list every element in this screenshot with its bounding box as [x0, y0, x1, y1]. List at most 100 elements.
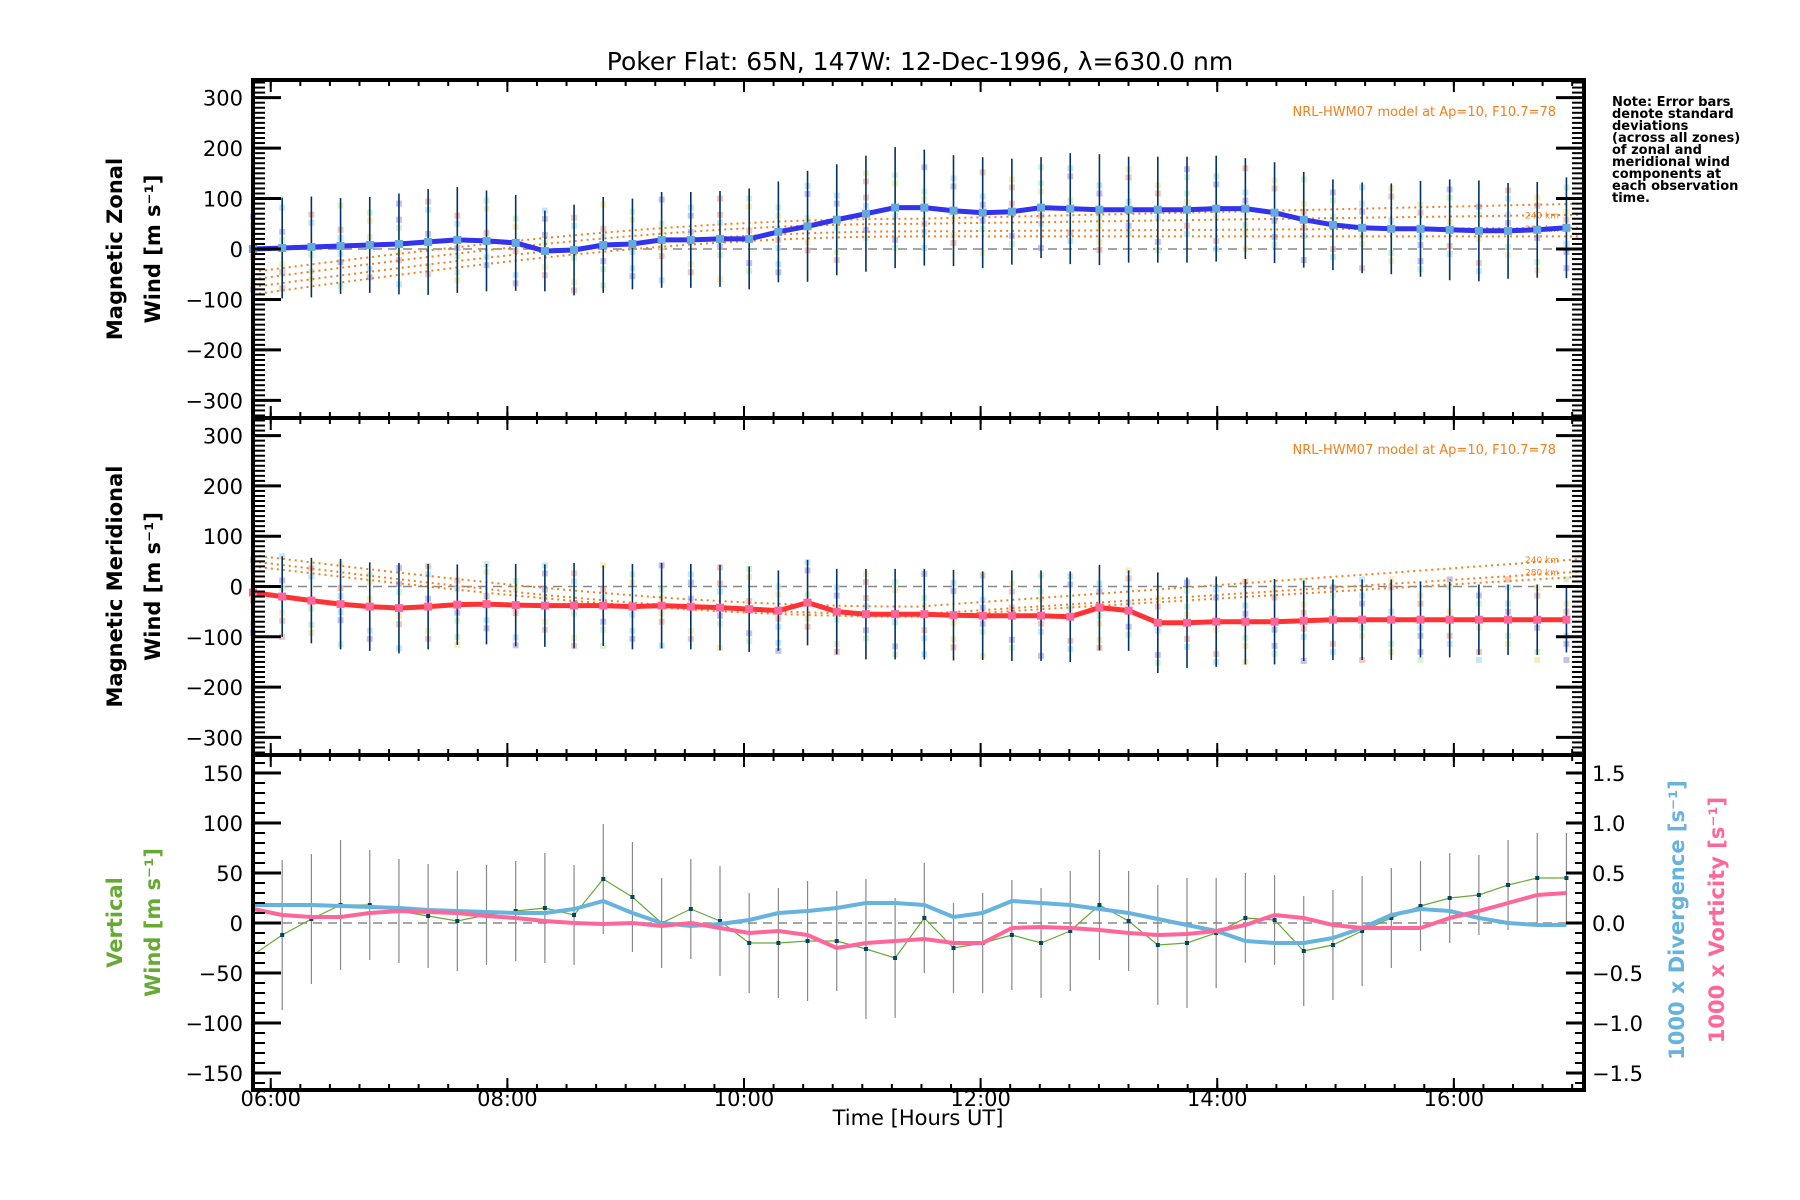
note-line: Note: Error bars	[1612, 95, 1731, 110]
vertical-data-point	[863, 947, 868, 951]
zonal-data-point	[1182, 205, 1191, 214]
zonal-data-point	[1153, 205, 1162, 214]
zonal-data-point	[570, 246, 579, 255]
y2-tick-label: 1.5	[1592, 762, 1625, 786]
y-tick-label: 300	[203, 425, 243, 449]
zonal-data-point	[1445, 225, 1454, 234]
vertical-data-point	[1564, 876, 1569, 880]
x-tick-label: 14:00	[1187, 1087, 1248, 1111]
vertical-data-point	[1097, 903, 1102, 907]
meridional-data-point	[1416, 615, 1425, 624]
model-altitude-label: 280 km	[1525, 568, 1559, 578]
meridional-data-point	[920, 610, 929, 619]
meridional-data-point	[570, 601, 579, 610]
zone-marker	[1563, 656, 1570, 663]
zonal-data-point	[657, 235, 666, 244]
zonal-data-point	[1124, 205, 1133, 214]
zone-marker	[1505, 576, 1512, 583]
vertical-wind-line	[252, 877, 1567, 959]
y-tick-label: 100	[203, 525, 243, 549]
chart-title: Poker Flat: 65N, 147W: 12-Dec-1996, λ=63…	[607, 47, 1233, 76]
vertical-data-point	[1476, 893, 1481, 897]
meridional-data-point	[803, 598, 812, 607]
y-tick-label: 50	[216, 862, 243, 886]
y-axis-label-line1: Magnetic Zonal	[103, 158, 127, 340]
meridional-data-point	[1095, 603, 1104, 612]
meridional-data-point	[745, 605, 754, 614]
vorticity-line	[252, 891, 1567, 950]
vertical-data-point	[1272, 918, 1277, 922]
vertical-data-point	[805, 939, 810, 943]
meridional-data-point	[1328, 615, 1337, 624]
meridional-data-point	[1182, 618, 1191, 627]
meridional-data-point	[482, 600, 491, 609]
y-tick-label: 150	[203, 762, 243, 786]
meridional-data-point	[1153, 618, 1162, 627]
y-tick-label: −300	[185, 389, 243, 413]
divergence-axis-label: 1000 x Divergence [s⁻¹]	[1665, 780, 1689, 1060]
vertical-data-point	[1535, 876, 1540, 880]
meridional-data-point	[891, 610, 900, 619]
zone-marker	[1475, 656, 1482, 663]
zonal-data-point	[978, 208, 987, 217]
model-label: NRL-HWM07 model at Ap=10, F10.7=78	[1293, 443, 1557, 458]
meridional-data-point	[599, 601, 608, 610]
model-curve	[252, 560, 1585, 616]
note-line: (across all zones)	[1612, 131, 1740, 146]
vertical-data-point	[717, 919, 722, 923]
meridional-data-point	[394, 604, 403, 613]
zonal-data-point	[453, 235, 462, 244]
meridional-data-point	[1037, 611, 1046, 620]
panel-meridional: 240 km 280 km NRL-HWM07 model at Ap=10, F1…	[103, 416, 1586, 757]
x-axis-label: Time [Hours UT]	[832, 1106, 1004, 1130]
zonal-data-point	[1066, 204, 1075, 213]
meridional-data-point	[1533, 615, 1542, 624]
vorticity-axis-label: 1000 x Vorticity [s⁻¹]	[1705, 797, 1729, 1043]
zonal-data-point	[1474, 226, 1483, 235]
zonal-data-point	[949, 206, 958, 215]
meridional-data-point	[1299, 616, 1308, 625]
zonal-data-point	[1007, 207, 1016, 216]
y-tick-label: −200	[185, 339, 243, 363]
vertical-data-point	[776, 941, 781, 945]
vertical-data-point	[1155, 943, 1160, 947]
meridional-data-point	[1445, 615, 1454, 624]
y2-tick-label: 1.0	[1592, 812, 1625, 836]
meridional-data-point	[861, 610, 870, 619]
zonal-data-point	[803, 222, 812, 231]
y-tick-label: 100	[203, 812, 243, 836]
y-tick-label: 0	[230, 576, 243, 600]
note-line: of zonal and	[1612, 143, 1702, 158]
y-tick-label: −50	[199, 962, 243, 986]
zonal-data-point	[365, 240, 374, 249]
vertical-data-point	[747, 941, 752, 945]
vertical-data-point	[1243, 916, 1248, 920]
y-axis-label-line1: Vertical	[103, 877, 127, 968]
vertical-data-point	[1126, 919, 1131, 923]
y-axis-label-line2: Wind [m s⁻¹]	[141, 175, 165, 324]
zonal-data-point	[424, 237, 433, 246]
vertical-data-point	[951, 946, 956, 950]
zonal-wind-line	[252, 205, 1567, 254]
meridional-data-point	[336, 600, 345, 609]
meridional-data-point	[1504, 615, 1513, 624]
vertical-data-point	[922, 916, 927, 920]
note-line: components at	[1612, 167, 1721, 182]
note-line: each observation	[1612, 179, 1738, 194]
meridional-data-point	[278, 592, 287, 601]
zonal-data-point	[1358, 223, 1367, 232]
panel-vertical: 1.5 1.0 0.5 0.0 −0.5 −1.0 −1.5 1000 x Divergenc…	[103, 753, 1729, 1092]
model-curve	[252, 554, 1585, 608]
model-altitude-label: 240 km	[1525, 212, 1559, 222]
vertical-data-point	[1506, 883, 1511, 887]
y-tick-label: −100	[185, 626, 243, 650]
vertical-data-point	[1360, 929, 1365, 933]
vertical-data-point	[1330, 943, 1335, 947]
zonal-data-point	[745, 234, 754, 243]
meridional-data-point	[686, 602, 695, 611]
vertical-data-point	[1039, 941, 1044, 945]
zonal-data-point	[511, 238, 520, 247]
y2-tick-label: 0.5	[1592, 862, 1625, 886]
meridional-data-point	[307, 596, 316, 605]
vertical-data-point	[309, 917, 314, 921]
